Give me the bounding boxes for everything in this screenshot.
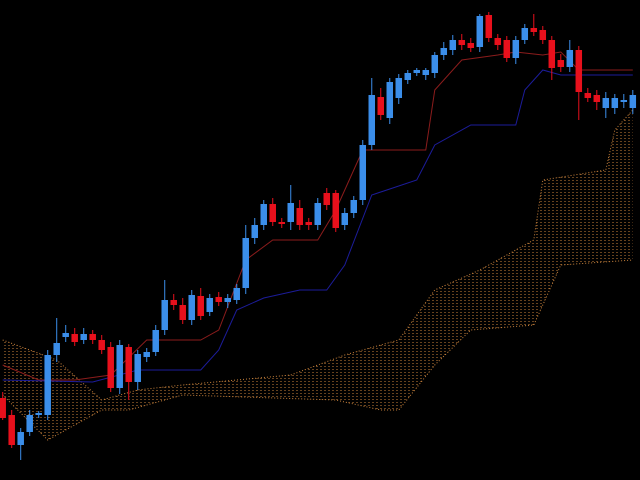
candle-body [359,145,367,200]
candle-body [0,398,6,418]
candle-body [368,95,376,145]
candle-body [305,222,312,225]
candle-body [548,40,556,68]
candle-body [242,238,249,288]
cloud-fill [2,110,633,440]
candle-body [575,50,583,92]
candle-body [485,15,493,38]
candle-body [125,347,132,382]
candle-body [26,415,33,432]
candle-body [395,78,403,98]
candle-body [98,340,105,350]
candle-body [188,295,195,320]
candle-body [269,204,276,222]
candle-body [629,95,637,108]
candle-body [224,298,231,302]
candle-body [161,300,168,330]
candle-body [287,203,294,222]
candle-body [179,305,186,320]
candle-body [422,70,430,75]
candle-body [8,415,15,445]
candle-body [476,16,484,47]
candle-body [296,208,303,225]
candle-body [170,300,177,305]
indicator-line [2,69,633,383]
candle-body [206,298,213,312]
candle-body [62,333,69,337]
candle-body [512,40,520,58]
candle-body [620,100,628,102]
candle-body [215,297,222,302]
candle-body [404,73,412,80]
candle-body [503,40,511,58]
candle-body [152,330,159,352]
candle-body [35,413,42,415]
candle-body [44,355,51,415]
candle-body [467,43,475,48]
candle-body [260,204,267,225]
candle-body [323,193,331,205]
candle-body [71,334,78,342]
candle-body [134,354,141,382]
candle-body [530,28,538,32]
candle-body [332,193,340,228]
candle-body [521,28,529,40]
candle-body [440,48,448,55]
candle-body [278,222,285,224]
candle-body [314,203,321,225]
candle-body [386,82,394,118]
candle-body [89,334,96,340]
candle-body [143,352,150,357]
candle-body [557,60,565,67]
candle-body [566,50,574,67]
candle-body [458,40,466,45]
candle-body [431,55,439,73]
candle-body [539,30,547,40]
candle-body [17,432,24,445]
candle-body [350,200,358,213]
candle-body [584,93,592,98]
candle-body [593,95,601,102]
candle-body [251,225,258,238]
candle-body [494,38,502,45]
candle-body [449,40,457,50]
candle-body [413,70,421,73]
candle-body [197,296,204,316]
candle-body [107,347,114,388]
candle-body [80,334,87,340]
candle-body [602,98,610,108]
candle-body [233,288,240,300]
candle-body [116,345,123,388]
candle-body [611,98,619,108]
candle-body [341,213,349,225]
candle-body [53,343,60,355]
candle-body [377,97,385,115]
